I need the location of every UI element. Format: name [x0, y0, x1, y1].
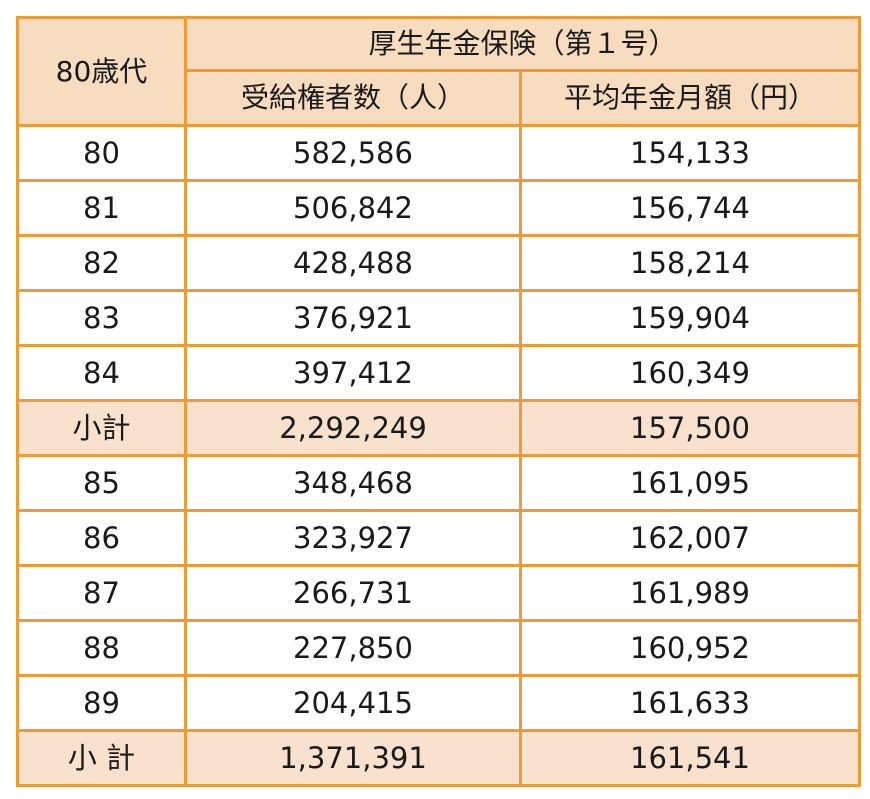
table-body: 80 582,586 154,133 81 506,842 156,744 82 428,48…	[16, 124, 862, 787]
average-amount-cell: 161,541	[518, 729, 862, 787]
subtotal-row: 小計 2,292,249 157,500	[16, 399, 862, 457]
table-row: 85 348,468 161,095	[16, 454, 862, 512]
table-row: 81 506,842 156,744	[16, 179, 862, 237]
recipient-count-cell: 2,292,249	[184, 399, 522, 457]
age-cell: 89	[16, 674, 187, 732]
age-cell: 小 計	[16, 729, 187, 787]
recipient-count-cell: 376,921	[184, 289, 522, 347]
average-amount-cell: 156,744	[518, 179, 862, 237]
recipient-count-cell: 506,842	[184, 179, 522, 237]
recipient-count-header: 受給権者数（人）	[184, 69, 522, 127]
table-row: 86 323,927 162,007	[16, 509, 862, 567]
table-row: 87 266,731 161,989	[16, 564, 862, 622]
pension-group-header: 厚生年金保険（第１号）	[183, 16, 862, 72]
header-row-group: 80歳代 厚生年金保険（第１号）	[16, 16, 862, 127]
age-group-header: 80歳代	[16, 16, 187, 127]
recipient-count-cell: 397,412	[184, 344, 522, 402]
average-amount-cell: 161,989	[518, 564, 862, 622]
table-row: 84 397,412 160,349	[16, 344, 862, 402]
average-amount-cell: 154,133	[518, 124, 862, 182]
average-amount-cell: 160,349	[518, 344, 862, 402]
age-cell: 88	[16, 619, 187, 677]
age-cell: 87	[16, 564, 187, 622]
average-amount-cell: 161,633	[518, 674, 862, 732]
table-row: 80 582,586 154,133	[16, 124, 862, 182]
age-cell: 82	[16, 234, 187, 292]
age-cell: 80	[16, 124, 187, 182]
average-amount-cell: 158,214	[518, 234, 862, 292]
average-amount-cell: 160,952	[518, 619, 862, 677]
table-row: 82 428,488 158,214	[16, 234, 862, 292]
recipient-count-cell: 428,488	[184, 234, 522, 292]
average-amount-cell: 157,500	[518, 399, 862, 457]
average-amount-cell: 162,007	[518, 509, 862, 567]
recipient-count-cell: 266,731	[184, 564, 522, 622]
table-row: 83 376,921 159,904	[16, 289, 862, 347]
table-row: 89 204,415 161,633	[16, 674, 862, 732]
recipient-count-cell: 348,468	[184, 454, 522, 512]
average-amount-cell: 159,904	[518, 289, 862, 347]
age-cell: 85	[16, 454, 187, 512]
age-cell: 84	[16, 344, 187, 402]
recipient-count-cell: 204,415	[184, 674, 522, 732]
header-row-columns: 受給権者数（人） 平均年金月額（円）	[18, 69, 862, 127]
average-amount-cell: 161,095	[518, 454, 862, 512]
average-monthly-amount-header: 平均年金月額（円）	[518, 69, 862, 127]
recipient-count-cell: 1,371,391	[184, 729, 522, 787]
pension-table: 80歳代 厚生年金保険（第１号） 受給権者数（人） 平均年金月額（円） 80 58…	[16, 16, 862, 787]
age-cell: 81	[16, 179, 187, 237]
age-cell: 83	[16, 289, 187, 347]
recipient-count-cell: 582,586	[184, 124, 522, 182]
table-row: 88 227,850 160,952	[16, 619, 862, 677]
recipient-count-cell: 227,850	[184, 619, 522, 677]
table-header: 80歳代 厚生年金保険（第１号） 受給権者数（人） 平均年金月額（円）	[16, 16, 862, 127]
age-cell: 86	[16, 509, 187, 567]
age-cell: 小計	[16, 399, 187, 457]
subtotal-row: 小 計 1,371,391 161,541	[16, 729, 862, 787]
recipient-count-cell: 323,927	[184, 509, 522, 567]
